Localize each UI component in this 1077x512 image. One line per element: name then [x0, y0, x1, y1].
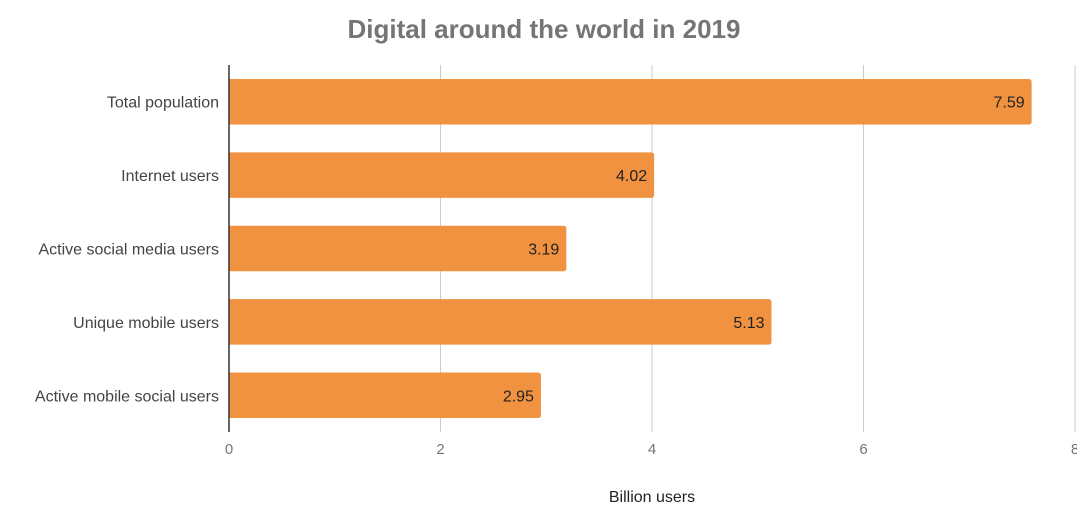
bars: 7.59 4.02 3.19 5.13 2.95 — [229, 78, 1032, 419]
data-label: 4.02 — [616, 168, 647, 185]
bar-total-population — [229, 78, 1032, 125]
x-axis-title: Billion users — [609, 489, 695, 506]
category-labels: Total population Internet users Active soc… — [35, 95, 219, 406]
category-label: Active social media users — [38, 242, 219, 259]
data-label: 2.95 — [503, 388, 534, 405]
bar-active-mobile-social-users — [229, 372, 541, 419]
bar-unique-mobile-users — [229, 299, 772, 345]
x-tick-label: 8 — [1071, 441, 1077, 458]
bar-internet-users — [229, 152, 655, 198]
x-tick-label: 0 — [225, 441, 233, 458]
data-label: 3.19 — [528, 242, 559, 259]
chart-title: Digital around the world in 2019 — [348, 14, 741, 44]
x-tick-label: 6 — [859, 441, 867, 458]
x-tick-label: 2 — [436, 441, 444, 458]
category-label: Total population — [107, 95, 219, 112]
data-label: 5.13 — [733, 315, 764, 332]
category-label: Internet users — [121, 168, 219, 185]
data-label: 7.59 — [994, 95, 1025, 112]
bar-active-social-media-users — [229, 225, 567, 272]
category-label: Unique mobile users — [73, 315, 219, 332]
category-label: Active mobile social users — [35, 388, 219, 405]
x-axis-ticks: 0 2 4 6 8 — [225, 441, 1077, 458]
x-tick-label: 4 — [648, 441, 656, 458]
